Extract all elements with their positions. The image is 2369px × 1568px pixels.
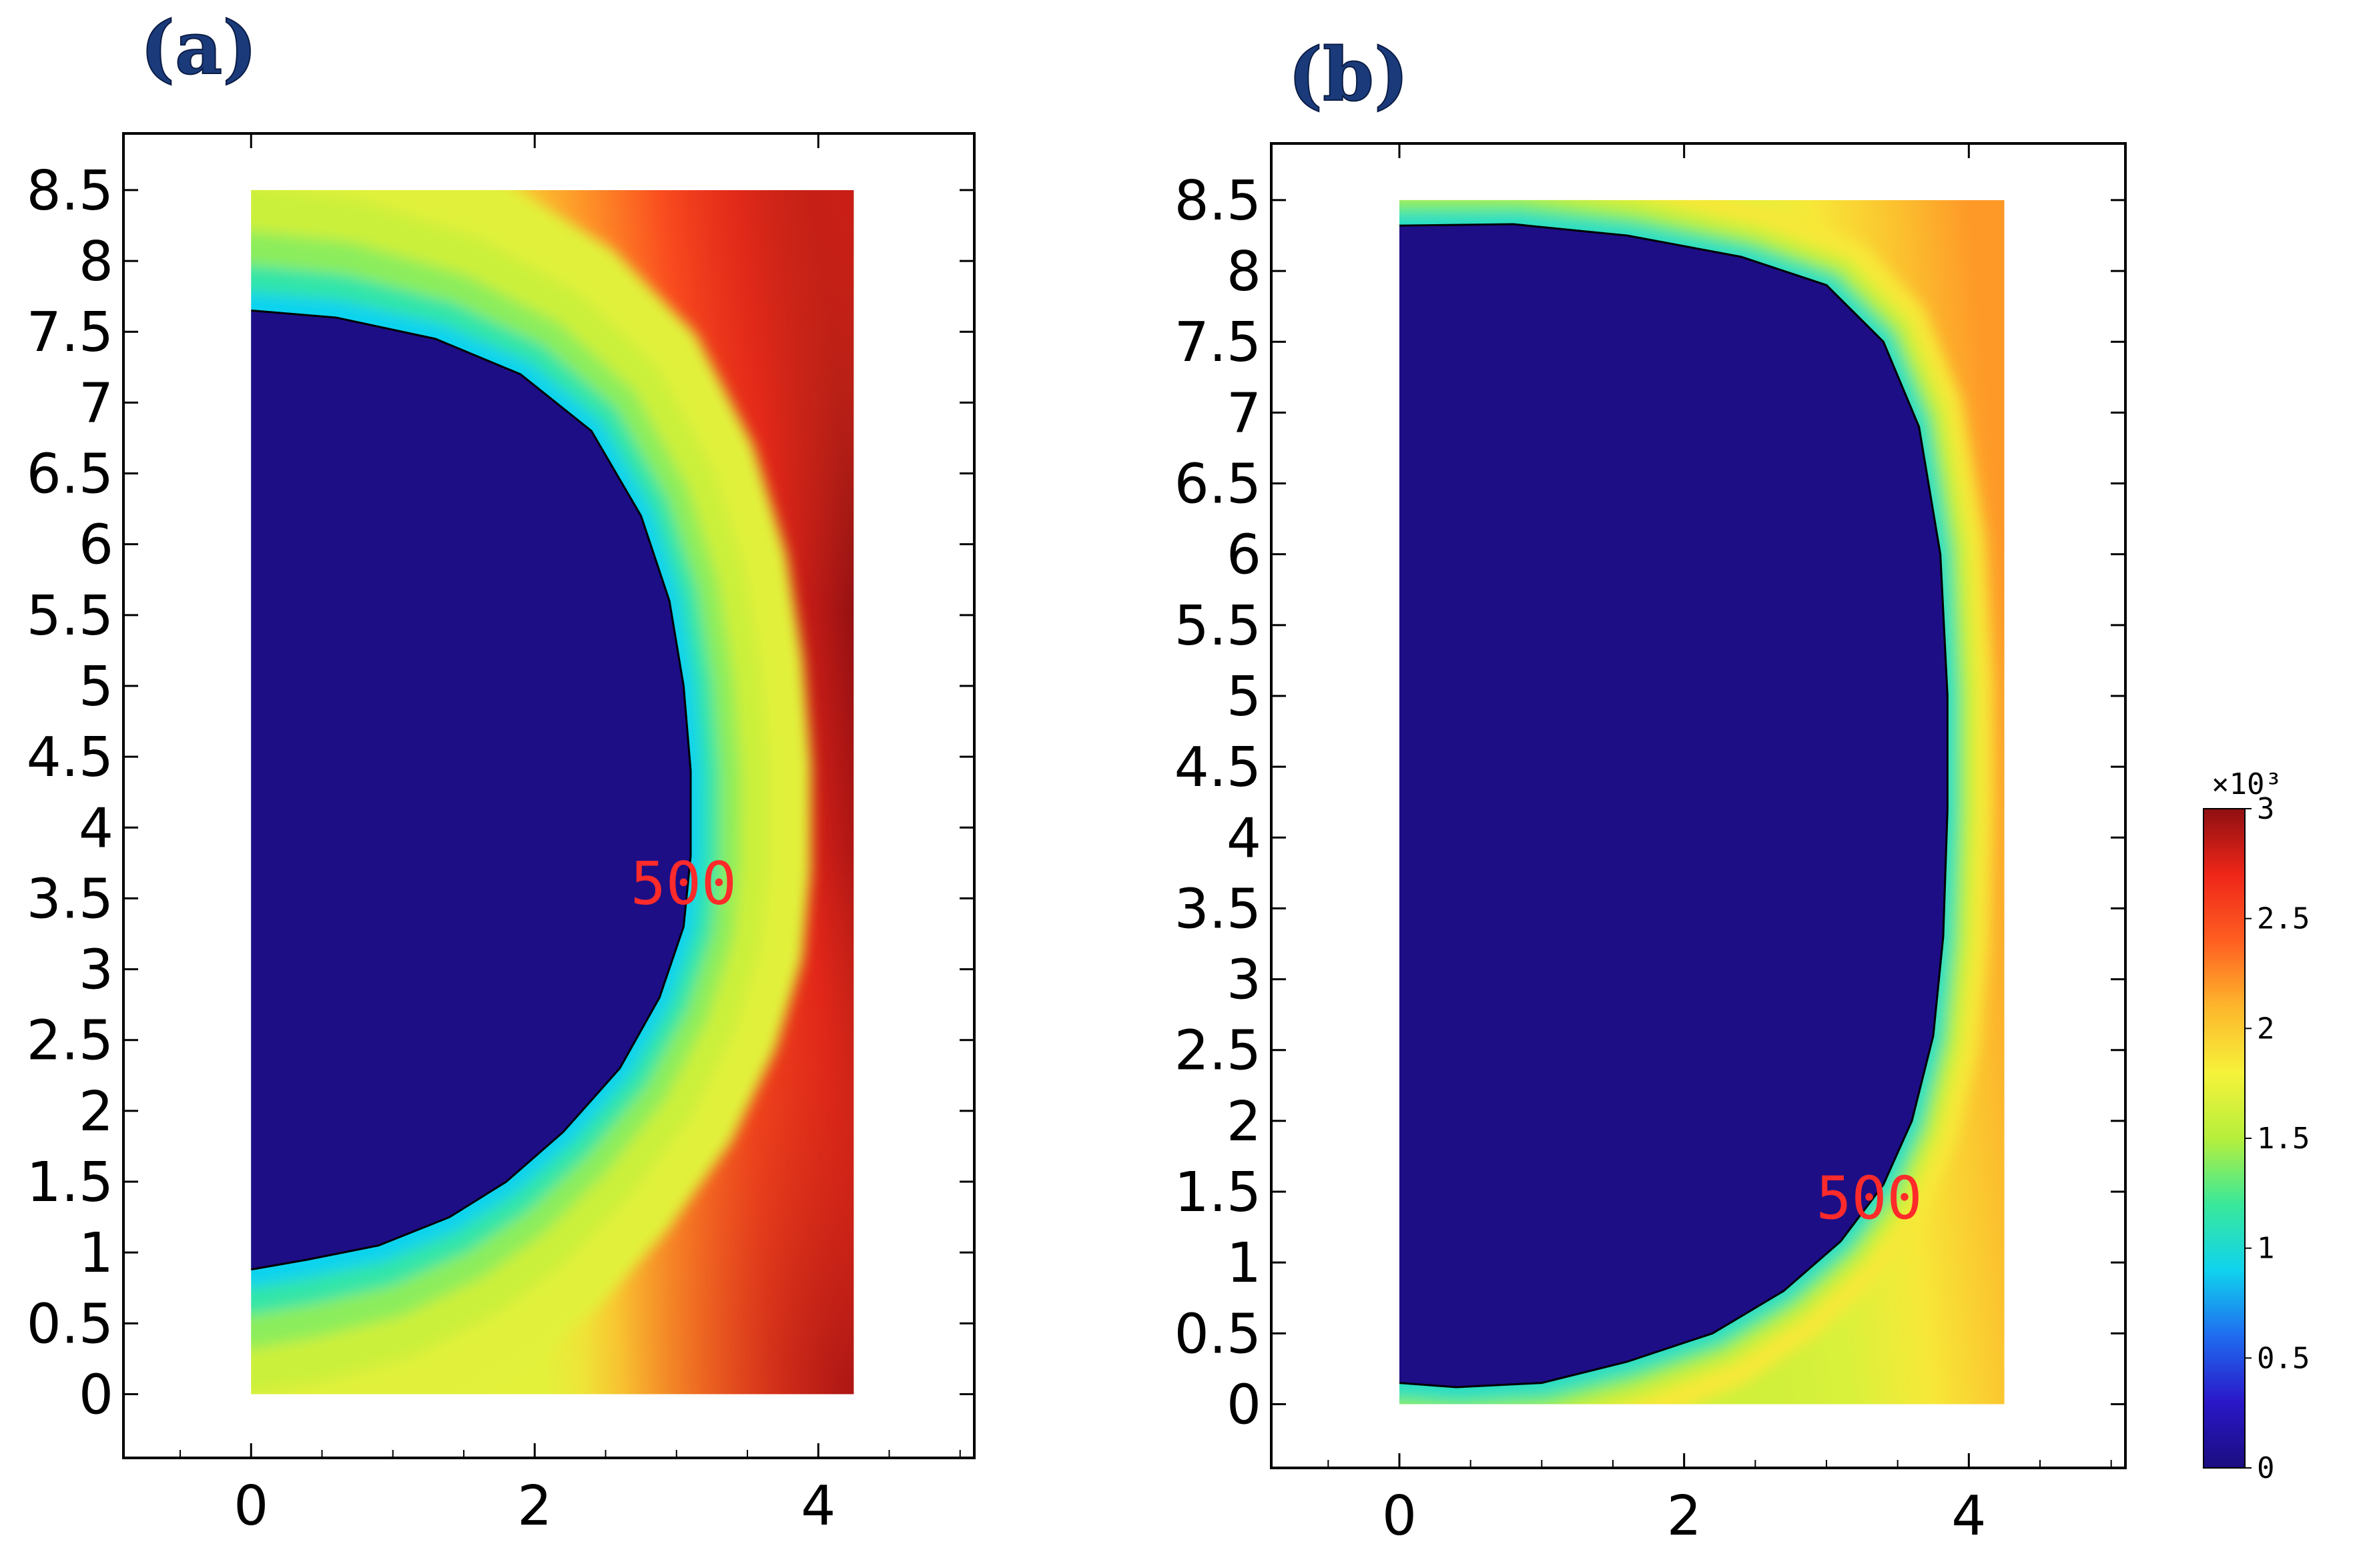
colorbar-tick-label: 2.5: [2257, 902, 2310, 936]
colorbar-multiplier: ×10³: [2212, 767, 2282, 801]
colorbar-tick-label: 3: [2257, 792, 2275, 826]
y-tick-label: 2: [1227, 1090, 1261, 1154]
y-tick-label: 2.5: [27, 1010, 113, 1073]
panel-a-plot: 500 0 0.5 1 1.5 2 2.5 3 3.5 4 4.5 5 5.5 6 6.5 7 7.5 8 8.5 0…: [27, 132, 976, 1538]
y-tick-label: 5: [79, 655, 113, 719]
y-tick-label: 4: [79, 797, 113, 860]
y-tick-label: 5: [1227, 665, 1261, 729]
low-region: [1399, 224, 1948, 1387]
contour-line: [1399, 223, 1949, 1389]
low-region: [251, 310, 691, 1270]
contour-label: 500: [631, 849, 737, 918]
y-tick-label: 4.5: [1174, 736, 1261, 799]
panel-b-label: (b): [1288, 31, 1409, 117]
y-tick-label: 0: [1227, 1373, 1261, 1437]
y-tick-label: 3: [79, 939, 113, 1002]
panel-a-label: (a): [140, 5, 257, 91]
y-tick-label: 2.5: [1174, 1020, 1261, 1083]
y-tick-label: 6: [79, 514, 113, 577]
y-tick-label: 8: [79, 230, 113, 294]
y-tick-label: 0.5: [27, 1292, 113, 1356]
y-tick-label: 8.5: [27, 159, 113, 223]
y-tick-label: 6.5: [27, 443, 113, 506]
colorbar-tick-label: 0.5: [2257, 1341, 2310, 1375]
y-tick-label: 4.5: [27, 726, 113, 789]
x-tick-label: 4: [801, 1475, 835, 1538]
x-tick-label: 4: [1951, 1485, 1986, 1548]
y-tick-label: 8.5: [1174, 169, 1261, 233]
y-tick-label: 8: [1227, 240, 1261, 304]
x-tick-label: 0: [234, 1475, 268, 1538]
y-tick-label: 5.5: [1174, 595, 1261, 658]
colorbar: 0 0.5 1 1.5 2 2.5 3×10³: [2203, 767, 2310, 1485]
heatmap-field: [251, 189, 854, 1395]
y-tick-label: 2: [79, 1080, 113, 1144]
colorbar-tick-label: 1: [2257, 1232, 2275, 1266]
y-tick-label: 0: [79, 1363, 113, 1427]
contour-label: 500: [1816, 1164, 1923, 1233]
y-tick-label: 7.5: [1174, 311, 1261, 374]
colorbar-tick-label: 2: [2257, 1012, 2275, 1046]
y-tick-label: 6.5: [1174, 453, 1261, 516]
y-tick-label: 3.5: [1174, 877, 1261, 941]
y-tick-label: 3: [1227, 949, 1261, 1012]
y-tick-label: 1: [1227, 1232, 1261, 1295]
y-tick-label: 1: [79, 1222, 113, 1285]
axes-frame: [122, 132, 976, 1459]
x-tick-label: 2: [517, 1475, 552, 1538]
x-tick-label: 0: [1382, 1485, 1417, 1548]
y-tick-label: 1.5: [1174, 1161, 1261, 1224]
colorbar-ramp: [2203, 808, 2246, 1469]
axes-frame: [1270, 142, 2127, 1469]
y-tick-label: 6: [1227, 524, 1261, 587]
y-tick-label: 3.5: [27, 867, 113, 931]
y-tick-label: 5.5: [27, 584, 113, 648]
panel-b-plot: 500 0 0.5 1 1.5 2 2.5 3 3.5 4 4.5 5 5.5 6 6.5 7 7.5 8 8.5 0…: [1174, 142, 2127, 1548]
contour-line: [251, 309, 692, 1271]
y-tick-label: 7: [1227, 382, 1261, 445]
y-tick-label: 4: [1227, 807, 1261, 870]
colorbar-tick-label: 0: [2257, 1451, 2275, 1485]
x-tick-label: 2: [1667, 1485, 1702, 1548]
colorbar-tick-label: 1.5: [2257, 1122, 2310, 1156]
heatmap-field: [1399, 200, 2005, 1405]
y-tick-label: 7: [79, 372, 113, 435]
y-tick-label: 1.5: [27, 1151, 113, 1214]
y-tick-label: 7.5: [27, 301, 113, 364]
y-tick-label: 0.5: [1174, 1302, 1261, 1366]
